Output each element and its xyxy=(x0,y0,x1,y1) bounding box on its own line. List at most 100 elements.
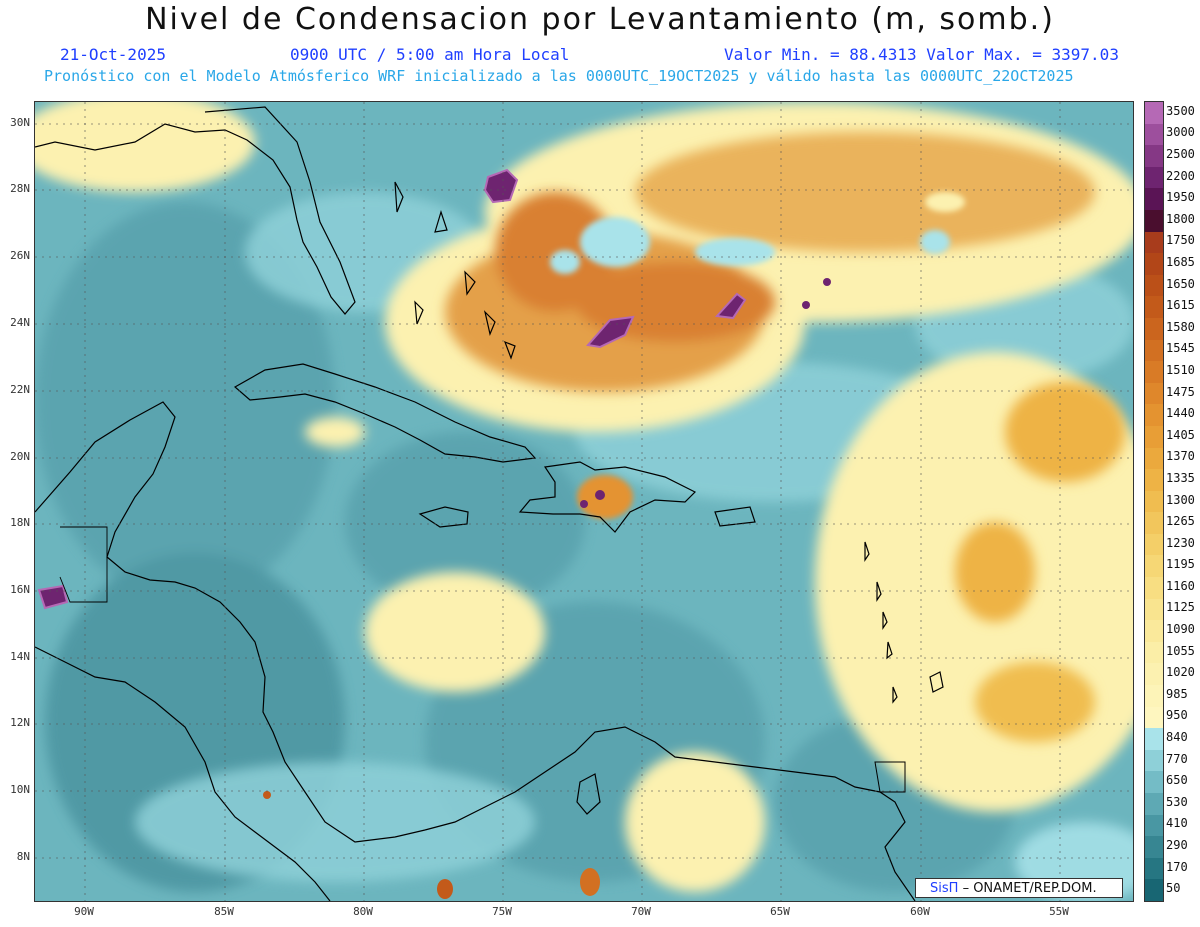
colorbar-segment xyxy=(1145,404,1163,427)
credit-org: – ONAMET/REP.DOM. xyxy=(962,881,1097,896)
lon-label: 90W xyxy=(74,905,94,918)
colorbar-tick-label: 1475 xyxy=(1166,384,1195,399)
lon-label: 65W xyxy=(770,905,790,918)
colorbar-tick-label: 1545 xyxy=(1166,341,1195,356)
map-field xyxy=(35,102,1133,901)
map-panel xyxy=(34,101,1134,902)
colorbar-segment xyxy=(1145,728,1163,751)
lat-label: 22N xyxy=(10,383,30,396)
lat-label: 16N xyxy=(10,583,30,596)
colorbar-segment xyxy=(1145,469,1163,492)
colorbar-tick-label: 290 xyxy=(1166,838,1188,852)
colorbar-tick-label: 1750 xyxy=(1166,233,1195,248)
lat-label: 8N xyxy=(16,850,30,863)
lat-label: 10N xyxy=(10,783,30,796)
lon-label: 55W xyxy=(1049,905,1069,918)
lat-label: 30N xyxy=(10,116,30,129)
colorbar-segment xyxy=(1145,188,1163,211)
colorbar-tick-label: 3500 xyxy=(1166,103,1195,118)
colorbar-segment xyxy=(1145,663,1163,686)
colorbar-segment xyxy=(1145,814,1163,837)
colorbar-tick-label: 1510 xyxy=(1166,362,1195,377)
colorbar-segment xyxy=(1145,317,1163,341)
colorbar-segment xyxy=(1145,274,1163,297)
colorbar-tick-label: 1800 xyxy=(1166,211,1195,226)
colorbar-segment xyxy=(1145,641,1163,664)
colorbar-tick-label: 410 xyxy=(1166,816,1188,831)
lon-label: 80W xyxy=(353,905,373,918)
colorbar-segment xyxy=(1145,685,1163,708)
colorbar-segment xyxy=(1145,231,1163,254)
lat-label: 26N xyxy=(10,249,30,262)
time-label: 0900 UTC / 5:00 am Hora Local xyxy=(290,45,570,64)
map-title: Nivel de Condensacion por Levantamiento … xyxy=(145,2,1055,37)
min-max-label: Valor Min. = 88.4313 Valor Max. = 3397.0… xyxy=(724,45,1119,64)
lon-label: 60W xyxy=(910,905,930,918)
lat-label: 24N xyxy=(10,316,30,329)
lat-label: 28N xyxy=(10,182,30,195)
lon-label: 70W xyxy=(631,905,651,918)
forecast-note: Pronóstico con el Modelo Atmósferico WRF… xyxy=(44,67,1074,85)
colorbar-tick-label: 840 xyxy=(1166,730,1188,745)
colorbar-tick-label: 1230 xyxy=(1166,535,1195,550)
colorbar-tick-label: 530 xyxy=(1166,794,1188,809)
credit-box: SisΠ – ONAMET/REP.DOM. xyxy=(915,878,1123,898)
colorbar-tick-label: 1685 xyxy=(1166,254,1195,269)
colorbar-tick-label: 1335 xyxy=(1166,470,1195,485)
colorbar-tick-label: 1405 xyxy=(1166,427,1195,442)
colorbar-segment xyxy=(1145,879,1163,902)
colorbar-segment xyxy=(1145,620,1163,643)
colorbar-segment xyxy=(1145,102,1163,125)
lat-label: 20N xyxy=(10,450,30,463)
colorbar-segment xyxy=(1145,490,1163,513)
colorbar-tick-label: 1055 xyxy=(1166,643,1195,658)
colorbar-tick-label: 1440 xyxy=(1166,406,1195,421)
colorbar-tick-label: 1300 xyxy=(1166,492,1195,507)
colorbar-segment xyxy=(1145,771,1163,794)
colorbar-segment xyxy=(1145,555,1163,578)
colorbar-tick-label: 170 xyxy=(1166,859,1188,874)
colorbar-segment xyxy=(1145,577,1163,600)
colorbar-segment xyxy=(1145,512,1163,535)
lat-label: 12N xyxy=(10,716,30,729)
colorbar-tick-label: 1580 xyxy=(1166,319,1195,334)
colorbar-tick-label: 1265 xyxy=(1166,514,1195,529)
colorbar-segment xyxy=(1145,793,1163,816)
colorbar-tick-label: 950 xyxy=(1166,708,1188,723)
colorbar-tick-label: 1090 xyxy=(1166,622,1195,637)
colorbar-tick-label: 650 xyxy=(1166,773,1188,788)
lat-label: 14N xyxy=(10,650,30,663)
colorbar-tick-label: 1125 xyxy=(1166,600,1195,615)
colorbar-tick-label: 2200 xyxy=(1166,168,1195,183)
colorbar-tick-label: 2500 xyxy=(1166,146,1195,161)
colorbar-tick-label: 1950 xyxy=(1166,190,1195,205)
colorbar-segment xyxy=(1145,339,1163,362)
colorbar-segment xyxy=(1145,382,1163,405)
date-label: 21-Oct-2025 xyxy=(60,45,166,64)
colorbar-tick-label: 1160 xyxy=(1166,578,1195,593)
colorbar-segment xyxy=(1145,166,1163,189)
colorbar-tick-label: 1615 xyxy=(1166,298,1195,313)
colorbar-tick-label: 1020 xyxy=(1166,665,1195,680)
colorbar-segment xyxy=(1145,598,1163,621)
colorbar-tick-label: 770 xyxy=(1166,751,1188,766)
colorbar-segment xyxy=(1145,857,1163,880)
colorbar-tick-label: 985 xyxy=(1166,686,1188,701)
colorbar-tick-label: 50 xyxy=(1166,881,1181,896)
colorbar-tick-label: 1650 xyxy=(1166,276,1195,291)
colorbar-segment xyxy=(1145,749,1163,772)
colorbar-tick-label: 3000 xyxy=(1166,125,1195,140)
lon-label: 75W xyxy=(492,905,512,918)
colorbar-segment xyxy=(1145,361,1163,384)
sistt-logo-text: SisΠ xyxy=(930,881,959,896)
colorbar-segment xyxy=(1145,253,1163,276)
colorbar-segment xyxy=(1145,425,1163,448)
colorbar-segment xyxy=(1145,296,1163,319)
colorbar-segment xyxy=(1145,123,1163,146)
colorbar-segment xyxy=(1145,836,1163,859)
colorbar-segment xyxy=(1145,447,1163,470)
colorbar-tick-label: 1370 xyxy=(1166,449,1195,464)
lat-label: 18N xyxy=(10,516,30,529)
lon-label: 85W xyxy=(214,905,234,918)
colorbar-segment xyxy=(1145,706,1163,729)
